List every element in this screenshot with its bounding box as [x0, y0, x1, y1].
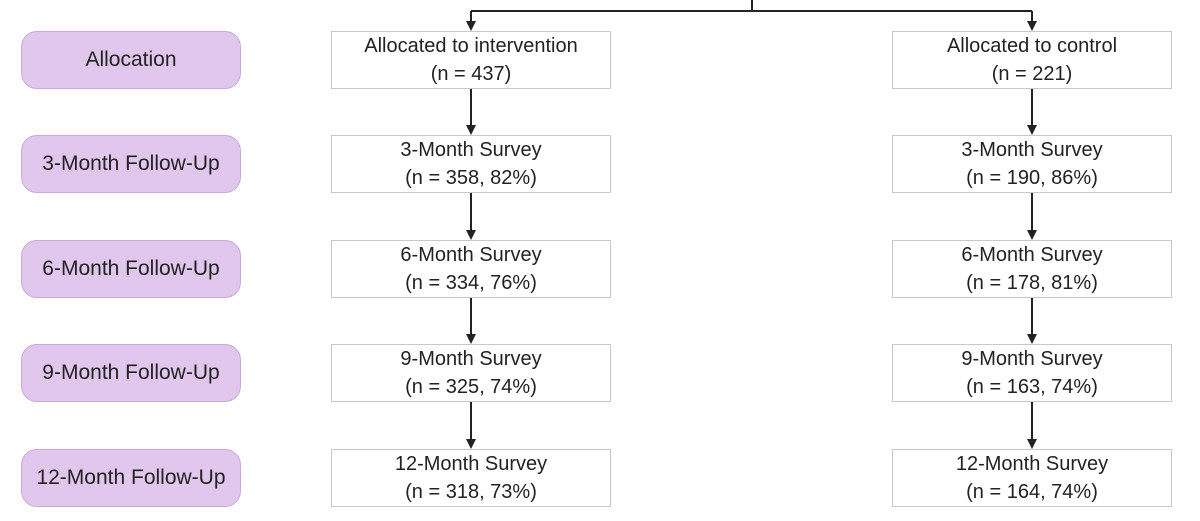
- node-title: 12-Month Survey: [394, 453, 548, 475]
- intervention-3-month-survey-box: 3-Month Survey (n = 358, 82%): [331, 135, 611, 193]
- node-title: 3-Month Survey: [961, 139, 1103, 161]
- node-count: (n = 334, 76%): [405, 272, 537, 294]
- node-title: 6-Month Survey: [400, 244, 542, 266]
- stage-9-month-follow-up: 9-Month Follow-Up: [21, 344, 241, 402]
- intervention-allocation-box: Allocated to intervention (n = 437): [331, 31, 611, 89]
- control-12-month-survey-box: 12-Month Survey (n = 164, 74%): [892, 449, 1172, 507]
- stage-3-month-follow-up: 3-Month Follow-Up: [21, 135, 241, 193]
- node-title: 9-Month Survey: [961, 348, 1103, 370]
- node-title: 12-Month Survey: [955, 453, 1109, 475]
- stage-12-month-follow-up: 12-Month Follow-Up: [21, 449, 241, 507]
- intervention-12-month-survey-box: 12-Month Survey (n = 318, 73%): [331, 449, 611, 507]
- node-title: Allocated to intervention: [364, 35, 578, 57]
- control-allocation-box: Allocated to control (n = 221): [892, 31, 1172, 89]
- node-title: 3-Month Survey: [400, 139, 542, 161]
- control-3-month-survey-box: 3-Month Survey (n = 190, 86%): [892, 135, 1172, 193]
- stage-6-month-follow-up: 6-Month Follow-Up: [21, 240, 241, 298]
- intervention-9-month-survey-box: 9-Month Survey (n = 325, 74%): [331, 344, 611, 402]
- stage-allocation: Allocation: [21, 31, 241, 89]
- intervention-6-month-survey-box: 6-Month Survey (n = 334, 76%): [331, 240, 611, 298]
- control-6-month-survey-box: 6-Month Survey (n = 178, 81%): [892, 240, 1172, 298]
- node-title: Allocated to control: [946, 35, 1118, 57]
- node-count: (n = 164, 74%): [966, 481, 1098, 503]
- node-count: (n = 221): [991, 63, 1073, 85]
- node-count: (n = 190, 86%): [966, 167, 1098, 189]
- node-count: (n = 163, 74%): [966, 376, 1098, 398]
- node-count: (n = 318, 73%): [405, 481, 537, 503]
- control-9-month-survey-box: 9-Month Survey (n = 163, 74%): [892, 344, 1172, 402]
- node-title: 9-Month Survey: [400, 348, 542, 370]
- node-count: (n = 178, 81%): [966, 272, 1098, 294]
- node-count: (n = 437): [430, 63, 512, 85]
- node-count: (n = 358, 82%): [405, 167, 537, 189]
- node-count: (n = 325, 74%): [405, 376, 537, 398]
- node-title: 6-Month Survey: [961, 244, 1103, 266]
